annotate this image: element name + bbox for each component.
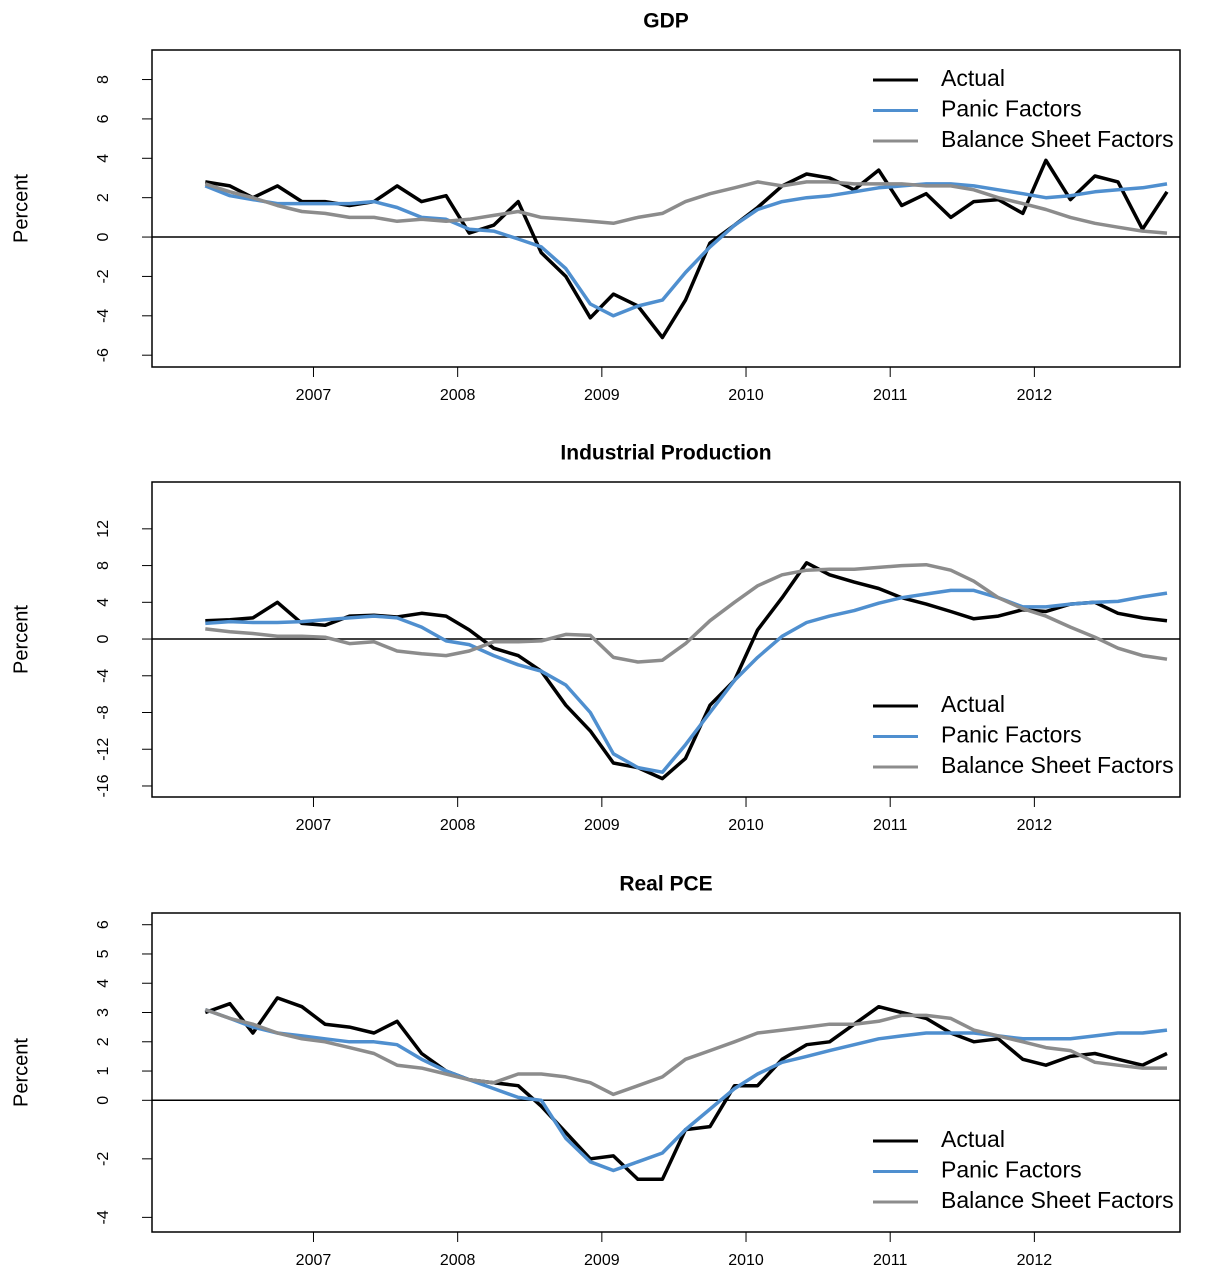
x-tick-label: 2008 [440, 387, 476, 404]
y-axis-label: Percent [10, 605, 32, 674]
x-tick-label: 2010 [728, 817, 764, 834]
x-tick-label: 2008 [440, 817, 476, 834]
legend-label: Balance Sheet Factors [941, 126, 1174, 152]
y-tick-label: 8 [95, 561, 112, 570]
y-tick-label: 2 [95, 193, 112, 202]
y-tick-label: -4 [95, 1210, 112, 1224]
legend-label: Balance Sheet Factors [941, 1187, 1174, 1213]
series-line [204, 1007, 1168, 1173]
y-tick-label: 1 [95, 1066, 112, 1075]
y-tick-label: 4 [95, 154, 112, 163]
y-tick-label: -2 [95, 1152, 112, 1166]
x-tick-label: 2007 [296, 387, 332, 404]
x-tick-label: 2007 [296, 1252, 332, 1269]
y-tick-label: -4 [95, 669, 112, 683]
x-tick-label: 2011 [873, 387, 908, 404]
x-tick-label: 2012 [1017, 387, 1053, 404]
plot-frame [151, 912, 1181, 1233]
y-tick-label: 2 [95, 1037, 112, 1046]
legend-label: Actual [941, 1126, 1005, 1152]
series-line [204, 1007, 1167, 1097]
y-tick-label: 0 [95, 1096, 112, 1105]
x-tick-label: 2012 [1017, 817, 1053, 834]
x-tick-label: 2011 [873, 1252, 908, 1269]
series-line [204, 180, 1168, 235]
y-axis-label: Percent [10, 174, 32, 243]
chart-title: GDP [643, 10, 689, 33]
x-tick-label: 2012 [1017, 1252, 1053, 1269]
x-tick-label: 2007 [296, 817, 332, 834]
y-tick-label: 5 [95, 949, 112, 958]
plot-frame [151, 49, 1181, 368]
legend-label: Balance Sheet Factors [941, 752, 1174, 778]
y-tick-label: -2 [95, 269, 112, 283]
x-tick-label: 2009 [584, 817, 620, 834]
x-tick-label: 2008 [440, 1252, 476, 1269]
y-tick-label: 0 [95, 233, 112, 242]
chart-title: Industrial Production [560, 442, 771, 465]
y-tick-label: 0 [95, 634, 112, 643]
y-tick-label: -12 [95, 738, 112, 761]
y-tick-label: 12 [95, 520, 112, 538]
y-tick-label: -4 [95, 309, 112, 323]
y-axis-label: Percent [10, 1038, 32, 1107]
y-tick-label: -16 [95, 774, 112, 797]
legend-label: Panic Factors [941, 1157, 1082, 1183]
y-tick-label: -6 [95, 348, 112, 362]
y-tick-label: 6 [95, 114, 112, 123]
legend-label: Panic Factors [941, 96, 1082, 122]
x-tick-label: 2010 [728, 387, 764, 404]
y-tick-label: 3 [95, 1008, 112, 1017]
y-tick-label: 6 [95, 920, 112, 929]
x-tick-label: 2010 [728, 1252, 764, 1269]
series-line [205, 562, 1168, 664]
series-line [205, 158, 1169, 340]
y-tick-label: 4 [95, 979, 112, 988]
y-tick-label: -8 [95, 705, 112, 719]
x-tick-label: 2009 [584, 387, 620, 404]
series-line [204, 182, 1168, 318]
x-tick-label: 2011 [873, 817, 908, 834]
x-tick-label: 2009 [584, 1252, 620, 1269]
chart-title: Real PCE [619, 873, 712, 896]
legend-label: Actual [941, 65, 1005, 91]
series-line [204, 996, 1168, 1182]
legend-label: Panic Factors [941, 722, 1082, 748]
y-tick-label: 4 [95, 598, 112, 607]
legend-label: Actual [941, 691, 1005, 717]
y-tick-label: 8 [95, 75, 112, 84]
